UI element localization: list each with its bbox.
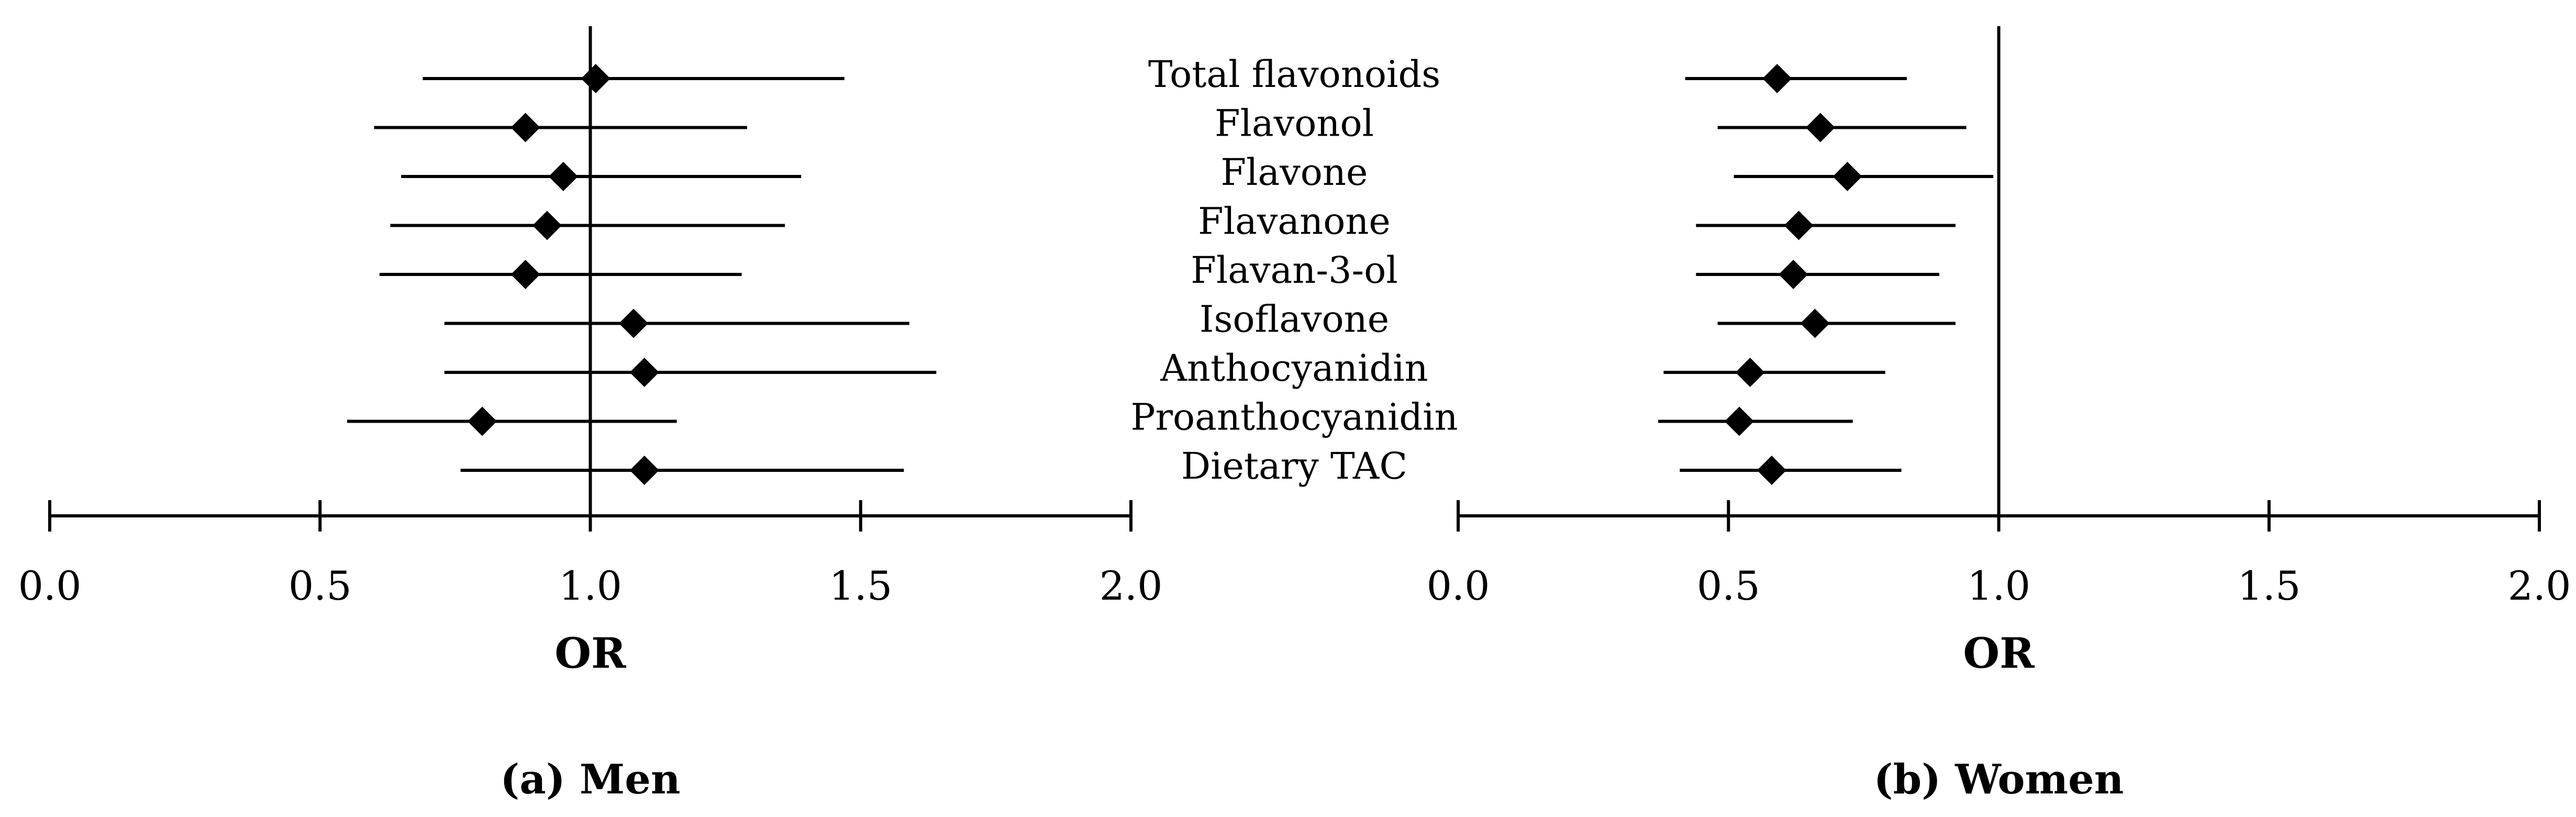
- or-point-marker: [629, 456, 659, 485]
- x-tick-label: 0.5: [288, 562, 352, 609]
- category-label: Anthocyanidin: [1160, 347, 1428, 390]
- category-label: Flavonol: [1215, 102, 1374, 145]
- or-point-marker: [510, 260, 540, 289]
- category-label: Dietary TAC: [1181, 445, 1407, 488]
- or-point-marker: [468, 406, 497, 436]
- x-axis-title: OR: [1963, 628, 2035, 678]
- or-point-marker: [1757, 456, 1786, 485]
- panel-caption: (a) Men: [500, 756, 680, 803]
- or-point-marker: [532, 211, 562, 240]
- x-tick-label: 1.0: [1967, 562, 2030, 609]
- category-label: Total flavonoids: [1148, 53, 1440, 96]
- or-point-marker: [1800, 308, 1830, 338]
- or-point-marker: [1833, 162, 1862, 191]
- x-tick-label: 1.0: [559, 562, 622, 609]
- or-point-marker: [581, 64, 610, 93]
- or-point-marker: [1762, 64, 1792, 93]
- x-tick-label: 1.5: [2237, 562, 2301, 609]
- or-point-marker: [619, 308, 649, 338]
- category-label: Flavone: [1221, 151, 1368, 194]
- category-label: Isoflavone: [1200, 298, 1389, 341]
- x-axis-title: OR: [554, 628, 626, 678]
- or-point-marker: [1805, 113, 1835, 142]
- x-tick-label: 1.5: [829, 562, 892, 609]
- or-point-marker: [1735, 358, 1765, 387]
- x-tick-label: 0.0: [1427, 562, 1490, 609]
- panel-caption: (b) Women: [1874, 756, 2124, 803]
- or-point-marker: [548, 162, 578, 191]
- x-tick-label: 2.0: [2508, 562, 2571, 609]
- or-point-marker: [510, 113, 540, 142]
- or-point-marker: [1724, 406, 1754, 436]
- category-label: Flavan-3-ol: [1191, 249, 1397, 292]
- x-tick-label: 0.0: [18, 562, 82, 609]
- or-point-marker: [629, 358, 659, 387]
- category-label: Proanthocyanidin: [1130, 396, 1458, 439]
- x-tick-label: 2.0: [1100, 562, 1163, 609]
- category-label: Flavanone: [1198, 200, 1391, 243]
- or-point-marker: [1779, 260, 1808, 289]
- x-tick-label: 0.5: [1697, 562, 1760, 609]
- or-point-marker: [1784, 211, 1814, 240]
